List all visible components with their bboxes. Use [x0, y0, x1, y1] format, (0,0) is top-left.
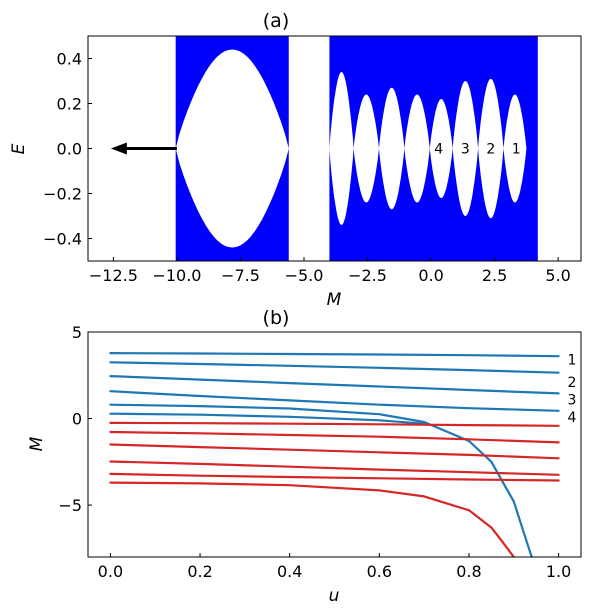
- spectral-gap: [452, 81, 479, 216]
- x-tick-label: 0.6: [367, 562, 392, 581]
- series-line: [109, 460, 560, 476]
- curve-number-label: 4: [568, 410, 577, 426]
- spectral-gap: [478, 78, 504, 219]
- x-tick-label: 0.0: [418, 266, 443, 285]
- panel-b-annotations: 1 2 34: [568, 353, 577, 426]
- gap-number-label: 1: [512, 142, 521, 158]
- gap-number-label: 4: [434, 142, 443, 158]
- x-tick-label: 1.0: [546, 562, 571, 581]
- x-tick-label: −5.0: [285, 266, 324, 285]
- curve-number-label: 1: [568, 353, 577, 369]
- x-tick-label: 0.4: [277, 562, 302, 581]
- panel-b-xlabel: u: [329, 586, 340, 606]
- spectral-gap: [429, 99, 453, 198]
- panel-a-xlabel: M: [327, 290, 342, 310]
- panel-a-ylabel: E: [9, 143, 29, 154]
- x-tick-label: 2.5: [482, 266, 507, 285]
- x-tick-label: 0.0: [98, 562, 123, 581]
- y-tick-label: −0.2: [43, 185, 82, 204]
- series-line: [109, 390, 560, 412]
- curve-number-label: 3: [568, 393, 577, 409]
- spectral-gap: [353, 94, 379, 203]
- gap-number-label: 3: [461, 142, 470, 158]
- series-line: [109, 443, 560, 460]
- series-line: [109, 352, 560, 358]
- series-line: [109, 403, 533, 557]
- spectral-gap: [404, 94, 430, 203]
- series-line: [109, 412, 426, 425]
- x-tick-label: 5.0: [545, 266, 570, 285]
- series-line: [109, 472, 560, 482]
- y-tick-label: 0.4: [57, 50, 82, 69]
- spectral-gap: [329, 72, 354, 225]
- spectral-gap: [503, 94, 527, 203]
- y-tick-label: 0.2: [57, 95, 82, 114]
- series-line: [109, 421, 560, 427]
- arrow-head: [110, 142, 127, 155]
- panel-b-plot-area: [109, 352, 560, 557]
- x-tick-label: 0.2: [187, 562, 212, 581]
- panel-a-title: (a): [263, 10, 289, 32]
- series-line: [109, 430, 560, 444]
- panel-b-ticks: 0.0 0.2 0.4 0.6 0.8 1.0 5 0 −5: [58, 323, 571, 581]
- panel-b-ylabel: M: [27, 436, 47, 451]
- gap-number-label: 2: [486, 142, 495, 158]
- x-tick-label: −10.0: [152, 266, 201, 285]
- y-tick-label: 0: [72, 410, 82, 429]
- y-tick-label: −5: [58, 496, 82, 515]
- panel-b-frame: [87, 331, 582, 558]
- series-line: [109, 481, 515, 557]
- x-tick-label: 0.8: [456, 562, 481, 581]
- curve-number-label: 2: [568, 375, 577, 391]
- y-tick-label: −0.4: [43, 230, 82, 249]
- x-tick-label: −12.5: [89, 266, 138, 285]
- x-tick-label: −2.5: [348, 266, 387, 285]
- panel-a-plot-area: [175, 36, 538, 261]
- x-tick-label: −7.5: [221, 266, 260, 285]
- y-tick-label: 0.0: [57, 140, 82, 159]
- panel-b: (b) 1 2 34 0.0 0.2 0.4 0.6 0.8 1.0 5 0 −5 u M: [27, 307, 582, 606]
- series-line: [109, 361, 560, 374]
- series-line: [109, 375, 560, 395]
- y-tick-label: 5: [72, 323, 82, 342]
- spectral-gap: [379, 87, 405, 210]
- spectral-gap: [175, 49, 289, 248]
- panel-a-ticks: −12.5 −10.0 −7.5 −5.0 −2.5 0.0 2.5 5.0 0.4 0.2 0.0…: [43, 50, 571, 286]
- panel-a-frame: [87, 35, 582, 262]
- panel-b-title: (b): [263, 307, 290, 329]
